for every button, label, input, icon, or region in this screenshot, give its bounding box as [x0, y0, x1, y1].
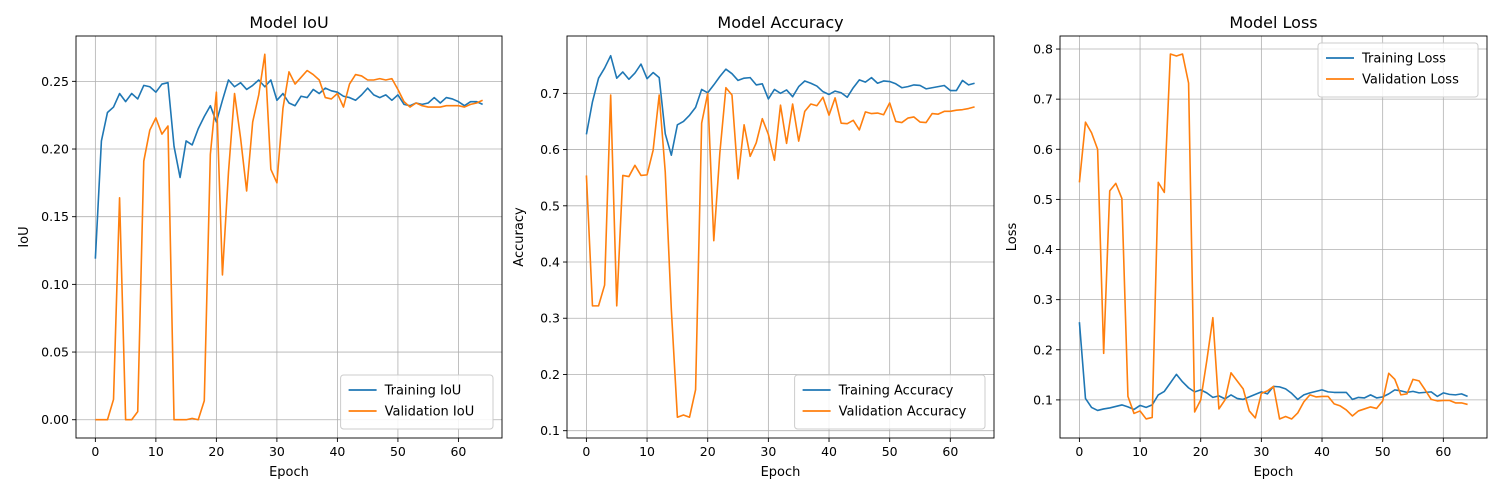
legend-label: Training Accuracy: [838, 384, 954, 399]
y-tick-label: 0.5: [540, 198, 560, 213]
y-tick-label: 0.3: [1033, 292, 1053, 307]
chart-title: Model IoU: [249, 13, 328, 32]
legend-label: Validation Accuracy: [839, 405, 967, 420]
x-tick-label: 0: [582, 444, 590, 459]
y-tick-label: 0.4: [1033, 242, 1053, 257]
legend-label: Training Loss: [1361, 52, 1446, 67]
x-axis-label: Epoch: [1254, 465, 1294, 480]
y-tick-label: 0.7: [540, 86, 560, 101]
series-line-training-loss: [1078, 322, 1468, 412]
legend-box: [1317, 42, 1479, 98]
y-tick-label: 0.6: [540, 142, 560, 157]
axes-frame: [1059, 35, 1488, 439]
chart-title: Model Accuracy: [717, 13, 843, 32]
y-tick-label: 0.10: [41, 277, 69, 292]
legend-label: Validation IoU: [385, 405, 475, 420]
x-tick-label: 30: [269, 444, 285, 459]
x-tick-label: 50: [390, 444, 406, 459]
y-tick-label: 0.05: [41, 345, 69, 360]
x-tick-label: 40: [821, 444, 837, 459]
x-axis-label: Epoch: [269, 465, 309, 480]
axes-frame: [75, 35, 503, 439]
legend: Training Loss Validation Loss: [1317, 42, 1479, 98]
y-tick-label: 0.2: [540, 367, 560, 382]
x-tick-label: 60: [1435, 444, 1451, 459]
x-tick-label: 40: [329, 444, 345, 459]
x-tick-label: 10: [148, 444, 164, 459]
x-tick-label: 10: [639, 444, 655, 459]
x-tick-label: 50: [1375, 444, 1391, 459]
x-tick-label: 20: [208, 444, 224, 459]
y-tick-label: 0.1: [1033, 392, 1053, 407]
y-axis-label: Accuracy: [512, 207, 527, 267]
y-axis-label: IoU: [17, 226, 32, 247]
x-tick-label: 30: [760, 444, 776, 459]
y-tick-label: 0.15: [41, 209, 69, 224]
x-tick-label: 20: [700, 444, 716, 459]
axes-frame: [566, 35, 995, 439]
y-axis-label: Loss: [1005, 223, 1020, 252]
x-tick-label: 20: [1193, 444, 1209, 459]
y-tick-label: 0.8: [1033, 42, 1053, 57]
y-tick-label: 0.6: [1033, 142, 1053, 157]
y-tick-label: 0.1: [540, 423, 560, 438]
x-tick-label: 50: [882, 444, 898, 459]
series-line-validation-accuracy: [585, 86, 975, 419]
legend: Training Accuracy Validation Accuracy: [794, 374, 986, 430]
y-tick-label: 0.2: [1033, 342, 1053, 357]
x-tick-label: 60: [450, 444, 466, 459]
y-tick-label: 0.25: [41, 74, 69, 89]
chart-panel-1: 0 10 20 30 40 50 60 0.00 0.05 0.10 0.15 0.20 0.25 Mod…: [17, 13, 503, 480]
legend-box: [794, 374, 986, 430]
x-tick-label: 0: [1075, 444, 1083, 459]
x-tick-label: 0: [91, 444, 99, 459]
legend: Training IoU Validation IoU: [340, 374, 494, 430]
chart-panel-2: 0 10 20 30 40 50 60 0.1 0.2 0.3 0.4 0.5 0.6 0.7 Model …: [512, 13, 995, 480]
x-tick-label: 40: [1314, 444, 1330, 459]
chart-panel-3: 0 10 20 30 40 50 60 0.1 0.2 0.3 0.4 0.5 0.6 0.7 0.8 Mod…: [1005, 13, 1488, 480]
y-tick-label: 0.7: [1033, 92, 1053, 107]
x-axis-label: Epoch: [761, 465, 801, 480]
y-tick-label: 0.3: [540, 311, 560, 326]
y-tick-label: 0.00: [41, 412, 69, 427]
chart-title: Model Loss: [1229, 13, 1317, 32]
series-line-validation-iou: [95, 53, 483, 421]
series-line-training-accuracy: [585, 54, 975, 156]
series-line-validation-loss: [1078, 53, 1468, 420]
x-tick-label: 30: [1253, 444, 1269, 459]
legend-box: [340, 374, 494, 430]
y-tick-label: 0.20: [41, 142, 69, 157]
y-tick-label: 0.5: [1033, 192, 1053, 207]
y-tick-label: 0.4: [540, 255, 560, 270]
x-tick-label: 60: [942, 444, 958, 459]
legend-label: Training IoU: [384, 384, 462, 399]
x-tick-label: 10: [1132, 444, 1148, 459]
legend-label: Validation Loss: [1362, 73, 1459, 88]
